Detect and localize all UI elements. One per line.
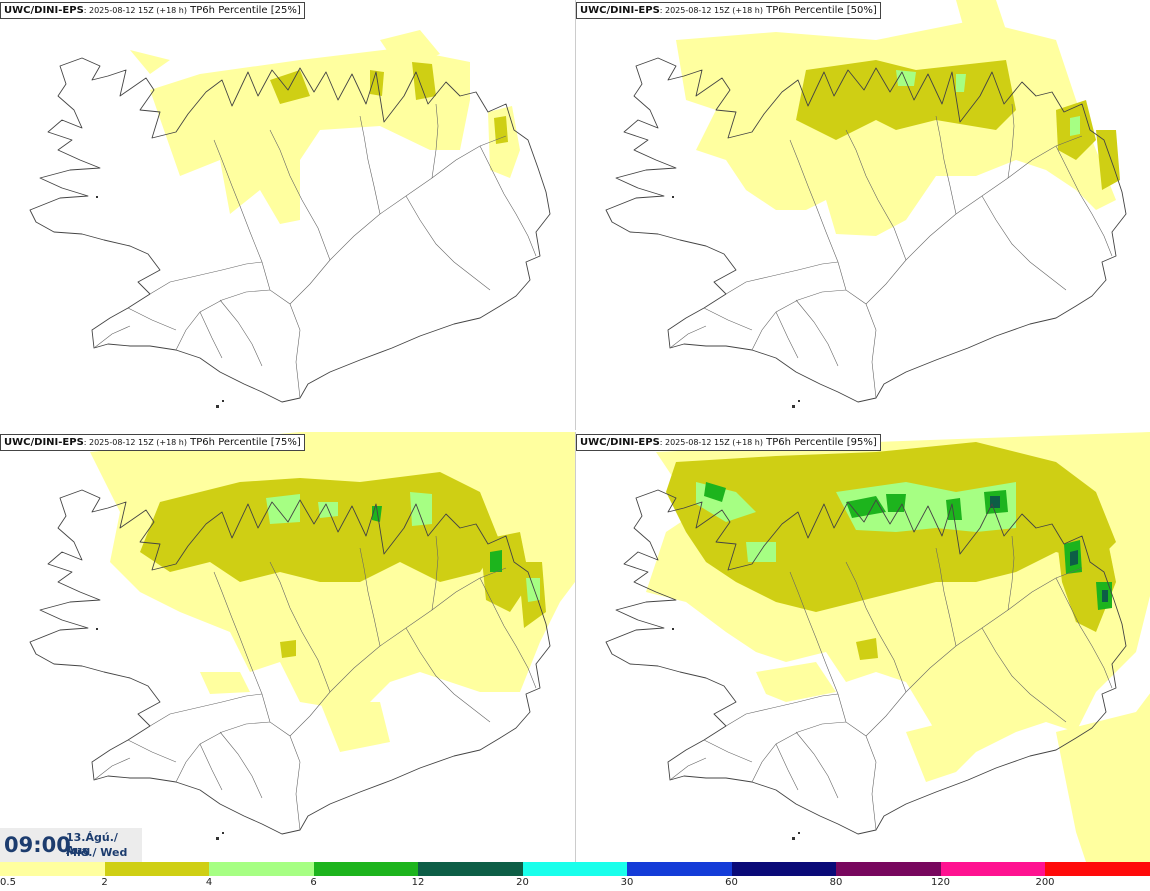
colorbar-tick-label: 120 <box>930 877 951 888</box>
valid-date: 13.Ágú./ Aug <box>66 831 118 857</box>
precip-area <box>956 0 1006 36</box>
precip-area <box>756 662 836 702</box>
run-time: : 2025-08-12 15Z (+18 h) <box>83 6 187 15</box>
colorbar-swatch <box>0 862 105 876</box>
precip-map-p75 <box>29 432 575 841</box>
colorbar-swatch <box>522 862 627 876</box>
precip-area <box>856 638 878 660</box>
panel-title: UWC/DINI-EPS: 2025-08-12 15Z (+18 h) TP6… <box>576 2 881 19</box>
colorbar-swatch <box>209 862 314 876</box>
precip-area <box>494 116 508 144</box>
product-name: TP6h Percentile [75%] <box>190 437 301 448</box>
precip-area <box>1096 130 1120 190</box>
precip-area <box>906 722 956 782</box>
panel-title: UWC/DINI-EPS: 2025-08-12 15Z (+18 h) TP6… <box>0 2 305 19</box>
precip-area <box>886 494 906 512</box>
precip-area <box>1102 590 1108 602</box>
map-panel-p50: UWC/DINI-EPS: 2025-08-12 15Z (+18 h) TP6… <box>575 0 1150 430</box>
precip-area <box>746 542 776 562</box>
model-name: UWC/DINI-EPS <box>580 437 660 448</box>
map-panel-p95: UWC/DINI-EPS: 2025-08-12 15Z (+18 h) TP6… <box>575 432 1150 862</box>
colorbar-swatch <box>940 862 1045 876</box>
colorbar-swatch <box>1045 862 1150 876</box>
map-panel-p75: UWC/DINI-EPS: 2025-08-12 15Z (+18 h) TP6… <box>0 432 575 862</box>
colorbar-tick-label: 60 <box>725 877 738 888</box>
precip-area <box>370 70 384 96</box>
valid-day: Mið./ Wed <box>66 846 128 859</box>
precip-area <box>1070 550 1078 566</box>
precip-colorbar: 0.5 2 4 6 12 20 30 60 80 120 200 <box>0 862 1150 891</box>
product-name: TP6h Percentile [25%] <box>190 5 301 16</box>
panel-title: UWC/DINI-EPS: 2025-08-12 15Z (+18 h) TP6… <box>0 434 305 451</box>
colorbar-tick-label: 200 <box>1035 877 1055 888</box>
precip-area <box>412 62 436 100</box>
colorbar-swatch <box>731 862 836 876</box>
precip-field <box>646 432 1150 862</box>
colorbar-tick-label: 4 <box>205 877 213 888</box>
colorbar-swatch <box>104 862 209 876</box>
colorbar-swatch <box>313 862 418 876</box>
precip-area <box>380 30 440 70</box>
precip-area <box>318 502 338 518</box>
precip-area <box>200 672 250 694</box>
model-name: UWC/DINI-EPS <box>4 437 84 448</box>
model-name: UWC/DINI-EPS <box>580 5 660 16</box>
colorbar-swatch <box>836 862 941 876</box>
colorbar-tick-label: 30 <box>620 877 634 888</box>
precip-area <box>410 492 432 526</box>
precip-area <box>956 74 966 92</box>
precip-field <box>130 30 520 224</box>
precip-area <box>1070 116 1080 136</box>
precip-field <box>90 432 575 752</box>
valid-time-box: 09:00 13.Ágú./ Aug Mið./ Wed <box>0 828 142 862</box>
precip-area <box>280 640 296 658</box>
colorbar-tick-label: 12 <box>411 877 425 888</box>
panel-title: UWC/DINI-EPS: 2025-08-12 15Z (+18 h) TP6… <box>576 434 881 451</box>
precip-area <box>140 472 500 582</box>
colorbar-tick-label: 80 <box>829 877 843 888</box>
colorbar-tick-label: 0.5 <box>0 877 16 888</box>
precip-area <box>946 498 962 520</box>
map-panel-p25: UWC/DINI-EPS: 2025-08-12 15Z (+18 h) TP6… <box>0 0 575 430</box>
precip-area <box>704 482 726 502</box>
precip-area <box>836 482 1016 532</box>
precip-area <box>896 70 916 86</box>
precip-map-p50 <box>605 0 1127 409</box>
precip-area <box>130 50 170 74</box>
colorbar-tick-label: 2 <box>101 877 108 888</box>
valid-clock: 09:00 <box>4 833 71 857</box>
colorbar-tick-label: 6 <box>310 877 317 888</box>
run-time: : 2025-08-12 15Z (+18 h) <box>659 438 763 447</box>
product-name: TP6h Percentile [95%] <box>766 437 877 448</box>
product-name: TP6h Percentile [50%] <box>766 5 877 16</box>
model-name: UWC/DINI-EPS <box>4 5 84 16</box>
precip-area <box>320 702 390 752</box>
precip-area <box>990 496 1000 508</box>
run-time: : 2025-08-12 15Z (+18 h) <box>83 438 187 447</box>
colorbar-swatch <box>627 862 732 876</box>
colorbar-swatch <box>418 862 523 876</box>
precip-map-p25 <box>29 30 551 409</box>
precip-field <box>676 0 1120 236</box>
precip-map-p95 <box>605 432 1150 862</box>
run-time: : 2025-08-12 15Z (+18 h) <box>659 6 763 15</box>
precip-area <box>490 550 502 572</box>
colorbar-tick-label: 20 <box>516 877 529 888</box>
